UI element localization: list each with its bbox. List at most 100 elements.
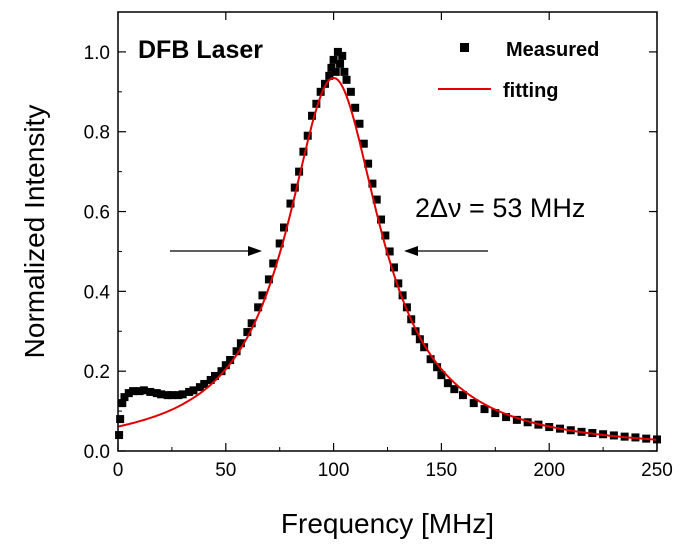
measured-point <box>258 291 267 300</box>
plot-layer <box>115 47 661 444</box>
measured-point <box>469 399 478 408</box>
measured-point <box>338 51 347 60</box>
measured-point <box>437 371 446 380</box>
measured-point <box>178 390 187 399</box>
measured-point <box>308 111 317 120</box>
x-tick-label: 50 <box>215 460 236 481</box>
y-tick-label: 0.4 <box>84 282 111 303</box>
measured-point <box>502 413 511 422</box>
measured-point <box>129 387 138 396</box>
measured-point <box>420 343 429 352</box>
measured-point <box>124 389 133 398</box>
measured-point <box>346 87 355 96</box>
linewidth-label: 2Δν = 53 MHz <box>415 193 585 223</box>
measured-point <box>377 215 386 224</box>
measured-point <box>290 183 299 192</box>
measured-point <box>120 393 129 402</box>
measured-point <box>247 319 256 328</box>
measured-point <box>200 379 209 388</box>
measured-point <box>221 361 230 370</box>
measured-point <box>402 303 411 312</box>
measured-point <box>189 386 198 395</box>
measured-point <box>320 79 329 88</box>
y-tick-label: 1.0 <box>84 43 110 64</box>
measured-point <box>295 167 304 176</box>
legend-measured-marker <box>460 43 469 52</box>
measured-point <box>329 55 338 64</box>
x-tick-label: 200 <box>533 460 565 481</box>
y-axis-title: Normalized Intensity <box>19 105 50 359</box>
measured-point <box>394 279 403 288</box>
measured-point <box>385 247 394 256</box>
measured-point <box>254 303 263 312</box>
measured-point <box>381 231 390 240</box>
measured-point <box>327 63 336 72</box>
measured-point <box>359 139 368 148</box>
measured-point <box>167 391 176 400</box>
x-tick-label: 150 <box>426 460 458 481</box>
measured-point <box>340 67 349 76</box>
x-tick-label: 100 <box>318 460 350 481</box>
measured-point <box>316 87 325 96</box>
measured-point <box>195 383 204 392</box>
x-tick-label: 250 <box>641 460 673 481</box>
measured-point <box>118 399 127 408</box>
legend-measured-label: Measured <box>506 39 599 61</box>
y-tick-label: 0.8 <box>84 123 110 144</box>
measured-point <box>264 275 273 284</box>
measured-point <box>480 405 489 414</box>
measured-point <box>174 391 183 400</box>
measured-point <box>217 367 226 376</box>
measured-point <box>351 103 360 112</box>
measured-point <box>411 327 420 336</box>
measured-point <box>312 99 321 108</box>
fwhm-arrow-left-head <box>248 246 262 256</box>
measured-point <box>157 390 166 399</box>
measured-point <box>368 179 377 188</box>
measured-point <box>458 391 467 400</box>
legend-fitting-label: fitting <box>503 80 559 102</box>
measured-point <box>331 67 340 76</box>
measured-point <box>211 371 220 380</box>
measured-point <box>299 147 308 156</box>
fwhm-arrow-right-head <box>404 246 418 256</box>
measured-point <box>185 387 194 396</box>
measured-point <box>232 347 241 356</box>
measured-point <box>336 59 345 68</box>
measured-point <box>269 259 278 268</box>
axes-layer: 0 50 100 150 200 250 0.0 0.2 0.4 0.6 0.8 1.0 <box>84 11 673 481</box>
measured-point <box>389 263 398 272</box>
measured-point <box>333 47 342 56</box>
measured-point <box>491 409 500 418</box>
measured-point <box>243 328 252 337</box>
measured-point <box>206 375 215 384</box>
y-tick-label: 0.2 <box>84 362 110 383</box>
measured-point <box>355 119 364 128</box>
measured-point <box>512 415 521 424</box>
measured-point <box>226 356 235 365</box>
measured-point <box>342 75 351 84</box>
measured-point <box>433 363 442 372</box>
legend: Measured fitting <box>438 39 599 102</box>
fwhm-annotation: 2Δν = 53 MHz <box>170 193 585 256</box>
measured-point <box>116 415 125 424</box>
measured-point <box>275 239 284 248</box>
measured-point <box>523 418 532 427</box>
measured-point <box>146 387 155 396</box>
measured-point <box>364 159 373 168</box>
measured-point <box>280 223 289 232</box>
x-axis-title: Frequency [MHz] <box>281 508 494 539</box>
measured-point <box>135 387 144 396</box>
measured-point <box>398 291 407 300</box>
y-tick-label: 0.6 <box>84 203 110 224</box>
chart-title: DFB Laser <box>138 36 263 64</box>
measured-point <box>372 195 381 204</box>
measured-point <box>303 131 312 140</box>
measured-point <box>115 431 124 440</box>
measured-point <box>236 339 245 348</box>
measured-point <box>152 389 161 398</box>
y-tick-label: 0.0 <box>84 442 110 463</box>
measured-point <box>163 391 172 400</box>
fitting-curve <box>117 76 658 441</box>
